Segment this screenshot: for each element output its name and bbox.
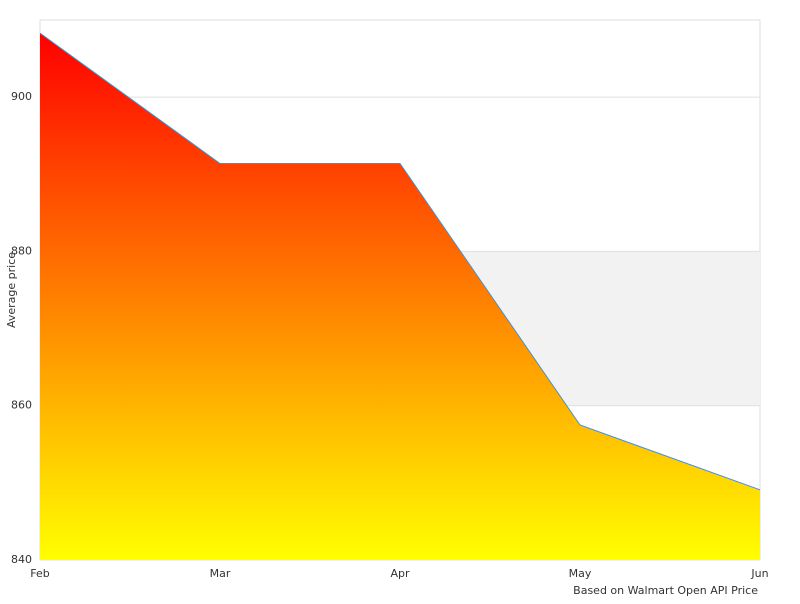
x-tick-label: Jun: [750, 567, 768, 580]
y-tick-label: 880: [11, 244, 32, 257]
y-tick-label: 900: [11, 90, 32, 103]
credit: Based on Walmart Open API Price: [573, 584, 758, 597]
x-tick-label: Feb: [30, 567, 49, 580]
line: [39, 32, 761, 491]
area: [40, 33, 760, 561]
x-tick-label: May: [569, 567, 592, 580]
y-tick-label: 840: [11, 553, 32, 566]
y-axis-label: Average price: [5, 252, 18, 328]
y-tick-label: 860: [11, 399, 32, 412]
x-tick-label: Apr: [390, 567, 410, 580]
x-tick-label: Mar: [210, 567, 231, 580]
